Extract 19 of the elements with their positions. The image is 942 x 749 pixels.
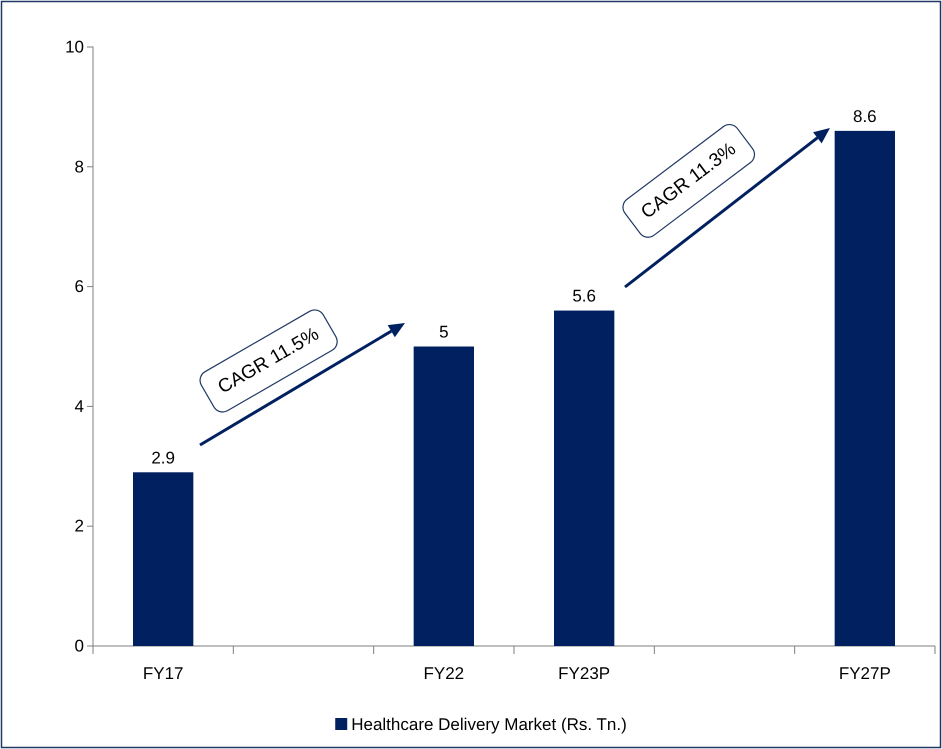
y-tick-label: 2 — [74, 516, 84, 536]
bar — [132, 472, 194, 646]
x-tick-label: FY27P — [838, 664, 891, 683]
y-tick-label: 0 — [74, 636, 84, 656]
legend-label: Healthcare Delivery Market (Rs. Tn.) — [351, 714, 627, 734]
y-tick-label: 4 — [74, 396, 84, 416]
data-label: 2.9 — [151, 448, 175, 468]
x-tick-label: FY23P — [558, 664, 610, 683]
bar — [834, 130, 896, 646]
y-tick-label: 8 — [74, 157, 84, 176]
data-label: 5.6 — [572, 286, 596, 306]
y-tick-label: 6 — [74, 277, 84, 296]
y-tick-label: 10 — [65, 37, 84, 56]
x-tick-label: FY22 — [424, 664, 464, 683]
x-tick-label: FY17 — [142, 664, 184, 683]
bar — [414, 346, 474, 646]
data-label: 5 — [439, 322, 449, 342]
bar — [554, 310, 614, 646]
data-label: 8.6 — [853, 106, 877, 126]
